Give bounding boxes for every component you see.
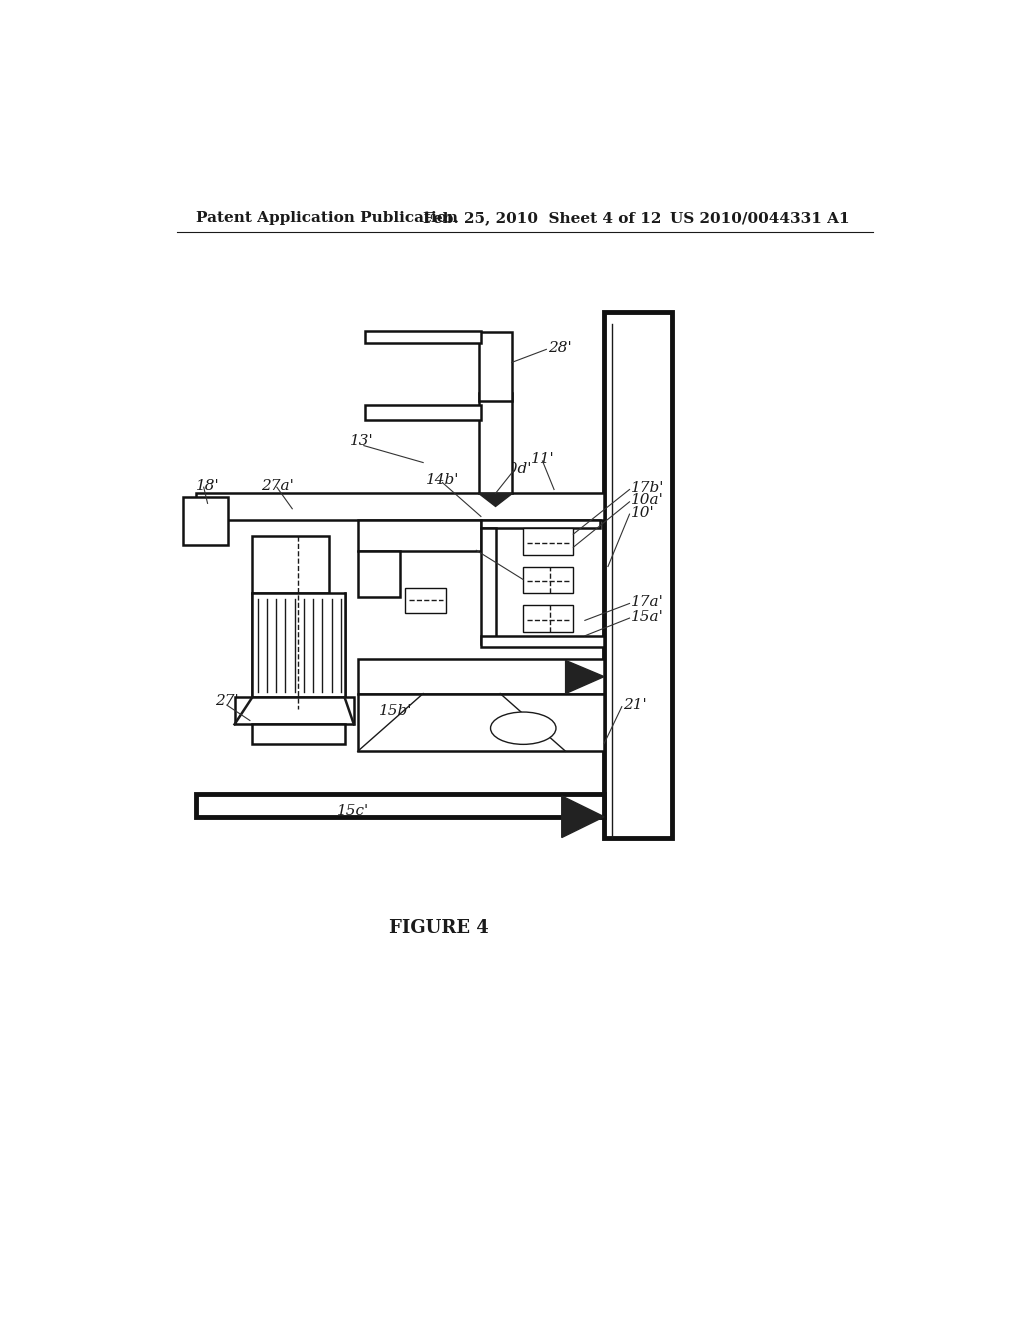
Polygon shape [562, 796, 604, 838]
Text: 15b': 15b' [379, 705, 412, 718]
Text: 10a': 10a' [631, 494, 664, 507]
Text: 17a': 17a' [631, 595, 664, 609]
Text: 21': 21' [624, 698, 647, 711]
Bar [196, 494, 604, 520]
Bar [478, 331, 512, 401]
Bar [366, 331, 481, 343]
Bar [252, 594, 345, 697]
Text: Patent Application Publication: Patent Application Publication [196, 211, 458, 226]
Text: FIGURE 4: FIGURE 4 [389, 920, 488, 937]
Bar [357, 552, 400, 598]
Text: 15a': 15a' [631, 610, 664, 623]
Bar [357, 520, 481, 552]
Bar [481, 528, 497, 644]
Text: 14a': 14a' [460, 540, 493, 554]
Bar [357, 693, 604, 751]
Text: 18': 18' [196, 479, 220, 492]
Polygon shape [478, 494, 512, 507]
Text: 15c': 15c' [337, 804, 370, 818]
Bar [604, 313, 672, 838]
Bar [523, 605, 573, 632]
Bar [183, 498, 227, 545]
Bar [357, 659, 604, 693]
Text: 27a': 27a' [261, 479, 294, 492]
Text: 10d': 10d' [499, 462, 532, 475]
Polygon shape [565, 660, 604, 693]
Text: 28': 28' [548, 341, 571, 355]
Text: 27': 27' [215, 694, 239, 709]
Bar [406, 589, 446, 612]
Text: 10': 10' [631, 506, 654, 520]
Bar [478, 393, 512, 494]
Bar [252, 725, 345, 743]
Bar [523, 528, 573, 554]
Bar [252, 536, 330, 594]
Bar [234, 697, 354, 725]
Text: 11': 11' [531, 451, 555, 466]
Bar [366, 405, 481, 420]
Bar [481, 520, 600, 528]
Ellipse shape [490, 711, 556, 744]
Text: Feb. 25, 2010  Sheet 4 of 12: Feb. 25, 2010 Sheet 4 of 12 [423, 211, 662, 226]
Text: 14b': 14b' [425, 474, 459, 487]
Bar [523, 566, 573, 594]
Bar [481, 636, 604, 647]
Text: 17b': 17b' [631, 480, 665, 495]
Text: US 2010/0044331 A1: US 2010/0044331 A1 [670, 211, 849, 226]
Text: 13': 13' [350, 434, 374, 447]
Bar [196, 793, 604, 817]
